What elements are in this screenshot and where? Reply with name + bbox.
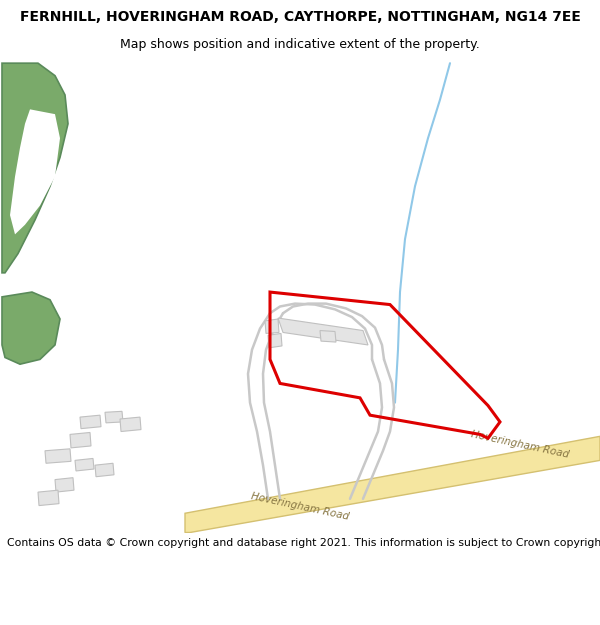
Polygon shape bbox=[38, 490, 59, 506]
Polygon shape bbox=[2, 63, 68, 273]
Polygon shape bbox=[45, 449, 71, 463]
Polygon shape bbox=[105, 411, 123, 423]
Polygon shape bbox=[2, 292, 60, 364]
Text: Contains OS data © Crown copyright and database right 2021. This information is : Contains OS data © Crown copyright and d… bbox=[7, 538, 600, 548]
Polygon shape bbox=[320, 331, 336, 342]
Polygon shape bbox=[120, 417, 141, 431]
Polygon shape bbox=[95, 463, 114, 477]
Polygon shape bbox=[70, 432, 91, 448]
Polygon shape bbox=[75, 459, 94, 471]
Text: FERNHILL, HOVERINGHAM ROAD, CAYTHORPE, NOTTINGHAM, NG14 7EE: FERNHILL, HOVERINGHAM ROAD, CAYTHORPE, N… bbox=[20, 10, 580, 24]
Polygon shape bbox=[10, 109, 60, 234]
Text: Map shows position and indicative extent of the property.: Map shows position and indicative extent… bbox=[120, 38, 480, 51]
Text: Hoveringham Road: Hoveringham Road bbox=[250, 491, 350, 522]
Polygon shape bbox=[278, 318, 368, 345]
Text: Hoveringham Road: Hoveringham Road bbox=[470, 429, 570, 459]
Polygon shape bbox=[55, 478, 74, 492]
Polygon shape bbox=[80, 415, 101, 429]
Polygon shape bbox=[268, 333, 282, 348]
Polygon shape bbox=[185, 436, 600, 532]
Polygon shape bbox=[265, 319, 279, 333]
